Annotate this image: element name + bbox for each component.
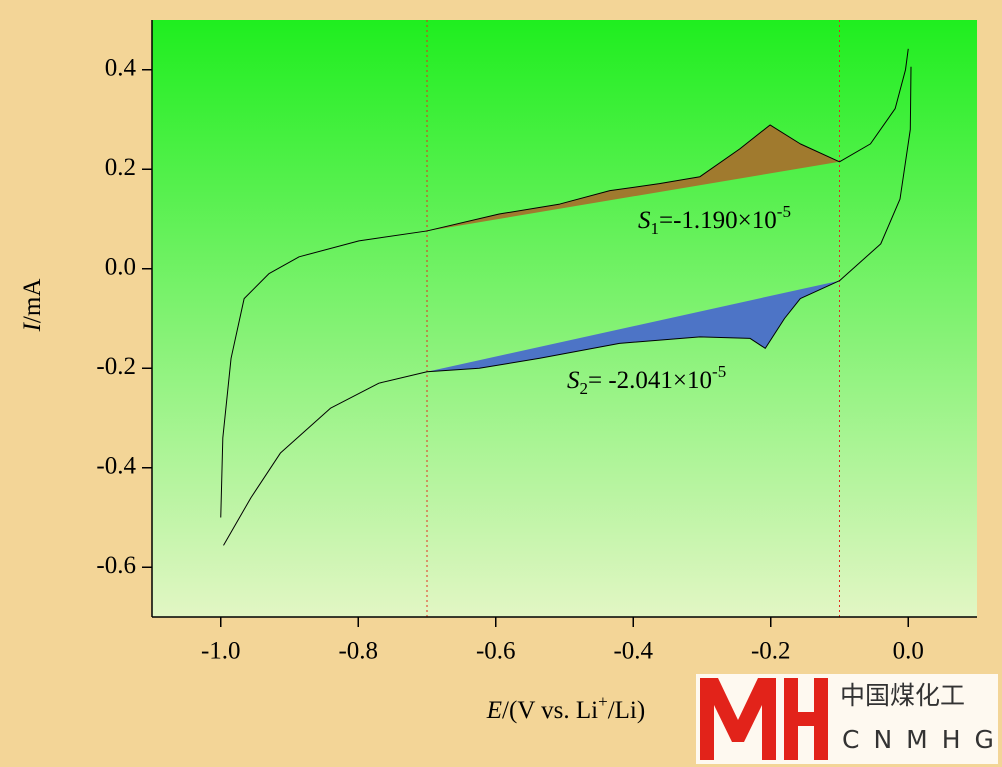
logo-h xyxy=(784,678,828,760)
x-tick-label: -0.2 xyxy=(751,638,791,665)
logo-cn: 中国煤化工 xyxy=(840,681,965,710)
logo: 中国煤化工 CNMHG xyxy=(696,674,1002,764)
logo-m xyxy=(700,678,776,760)
y-tick-label: -0.6 xyxy=(96,552,136,579)
x-tick-label: -1.0 xyxy=(201,638,241,665)
x-tick-label: -0.6 xyxy=(476,638,516,665)
x-tick-label: -0.8 xyxy=(338,638,378,665)
plot-area xyxy=(152,20,977,617)
logo-en: CNMHG xyxy=(842,725,1002,754)
cv-curve xyxy=(220,48,909,518)
annotation-sup: -5 xyxy=(777,202,791,221)
x-label-symbol: E xyxy=(486,697,502,724)
x-tick-label: 0.0 xyxy=(893,638,924,665)
annotation-sub: 2 xyxy=(580,379,589,398)
cv-curve xyxy=(223,66,912,546)
y-tick-label: 0.0 xyxy=(105,253,136,280)
y-tick-label: -0.4 xyxy=(96,452,136,479)
annotation-symbol: S xyxy=(567,367,580,394)
y-tick-label: 0.4 xyxy=(105,54,137,81)
y-label-symbol: I xyxy=(19,321,46,332)
y-axis-label: I/mA xyxy=(19,279,46,333)
integrated-area xyxy=(427,280,840,372)
plot-layer xyxy=(220,20,912,617)
x-label-tail: /Li) xyxy=(608,697,646,724)
x-tick-label: -0.4 xyxy=(613,638,653,665)
annotation-symbol: S xyxy=(638,207,651,234)
annotation: S1=-1.190×10-5 xyxy=(638,202,791,238)
x-axis-label: E/(V vs. Li+/Li) xyxy=(486,692,645,724)
annotation-text: = -2.041×10 xyxy=(588,367,712,394)
x-label-text: /(V vs. Li xyxy=(502,697,598,724)
x-label-sup: + xyxy=(598,692,608,711)
annotation-text: =-1.190×10 xyxy=(659,207,777,234)
y-label-text: /mA xyxy=(19,279,46,323)
annotation-sub: 1 xyxy=(651,219,660,238)
annotation-sup: -5 xyxy=(712,362,726,381)
annotation: S2= -2.041×10-5 xyxy=(567,362,726,398)
y-tick-label: -0.2 xyxy=(96,353,136,380)
y-tick-label: 0.2 xyxy=(105,154,136,181)
